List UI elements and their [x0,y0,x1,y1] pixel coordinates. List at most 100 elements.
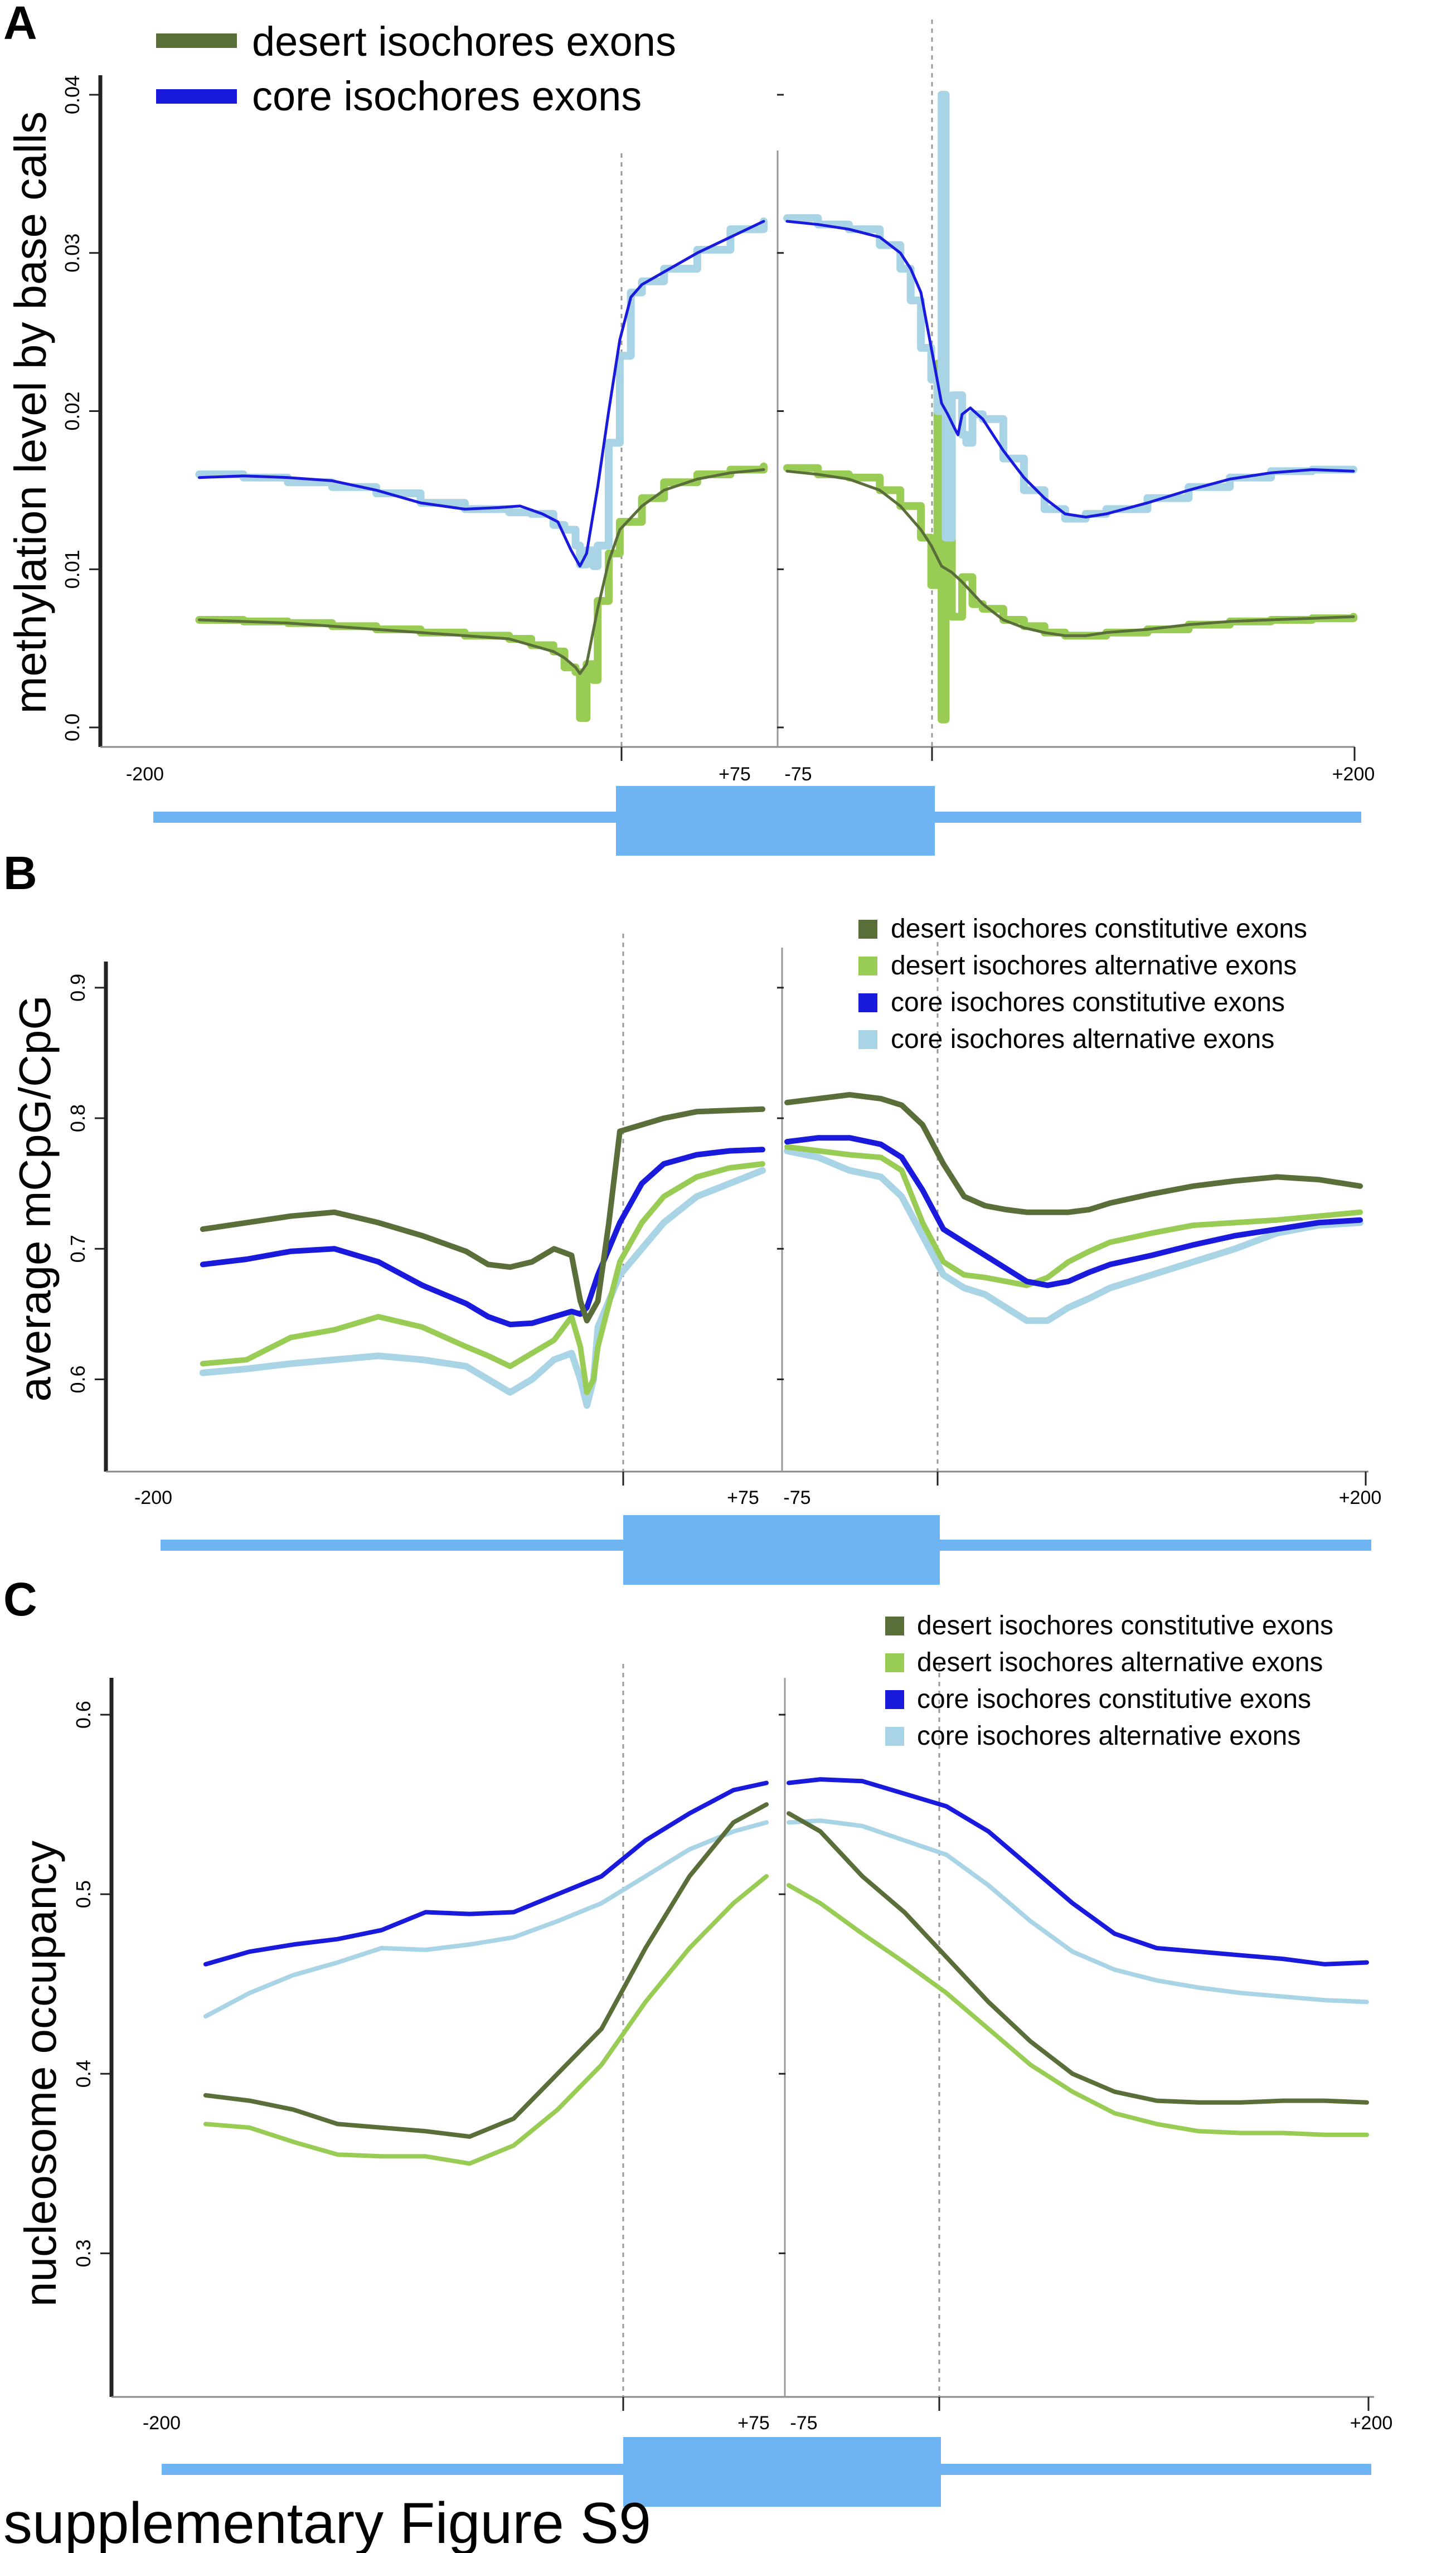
panel-c: C 0.3 0.4 0.5 0.6 nucleosome occupancy -200… [3,1573,1392,2507]
panel-b-legend: desert isochores constitutive exons dese… [858,914,1307,1054]
panel-a-gene-model [153,786,1361,856]
series-line-desert-isochores-exons-raw-left [195,462,768,722]
gene-model-intron-left [162,2464,627,2475]
series-line-desert-isochores-exons-right [785,469,1355,637]
y-tick-label: 0.3 [72,2239,95,2267]
series-line-desert-isochores-constitutive-exons-right [787,1811,1369,2105]
legend-swatch-desert-constitutive [858,920,877,939]
panel-a-xtick-label: +200 [1332,764,1375,785]
series-line-core-isochores-constitutive-exons-right [784,1135,1363,1288]
panel-b-letter: B [3,847,37,899]
y-tick-label: 0.03 [61,234,84,273]
legend-swatch-core-alternative [885,1727,904,1746]
gene-model-exon [623,2437,941,2507]
y-tick-label: 0.5 [72,1880,95,1908]
legend-swatch-core-constitutive [858,993,877,1012]
series-line-core-isochores-exons-right [785,220,1355,519]
legend-label-core-constitutive: core isochores constitutive exons [917,1685,1311,1714]
gene-model-intron-left [153,812,622,823]
y-tick-label: 0.0 [61,714,84,741]
panel-a-series [195,91,1357,724]
legend-swatch-desert-constitutive [885,1617,904,1635]
legend-swatch-core-constitutive [885,1690,904,1709]
panel-c-xtick-label: +200 [1350,2413,1393,2434]
series-line-core-isochores-exons-left [197,220,765,568]
series-line-core-isochores-alternative-exons-left [203,1820,769,2019]
y-tick-label: 0.6 [72,1701,95,1729]
series-line-core-isochores-constitutive-exons-left [203,1780,769,1967]
legend-swatch-desert-alternative [885,1653,904,1672]
y-tick-label: 0.6 [66,1365,89,1393]
series-line-core-isochores-constitutive-exons-left [200,1147,765,1328]
legend-label-core-alternative: core isochores alternative exons [917,1721,1300,1751]
panel-b-xtick-label: -75 [783,1487,810,1508]
series-line-core-isochores-alternative-exons-right [784,1147,1363,1324]
gene-model-exon [616,786,935,856]
gene-model-intron-right [932,812,1361,823]
figure-caption: supplementary Figure S9 [3,2491,651,2553]
panel-b-xtick-label: +200 [1339,1487,1382,1508]
legend-swatch-core-alternative [858,1030,877,1049]
gene-model-exon [623,1515,940,1585]
legend-swatch-desert-alternative [858,957,877,975]
series-line-desert-isochores-exons-left [197,468,765,675]
panel-a-xtick-label: +75 [719,764,751,785]
y-tick-label: 0.7 [66,1235,89,1263]
y-tick-label: 0.04 [61,75,84,114]
gene-model-intron-left [161,1540,629,1551]
legend-label-core-alternative: core isochores alternative exons [891,1025,1274,1054]
legend-label-desert-exons: desert isochores exons [252,18,676,65]
y-tick-label: 0.01 [61,550,84,589]
series-line-desert-isochores-constitutive-exons-left [203,1802,769,2139]
series-line-desert-isochores-alternative-exons-left [203,1874,769,2166]
panel-a-xtick-label: -200 [126,764,164,785]
panel-c-y-ticks: 0.3 0.4 0.5 0.6 [72,1701,785,2267]
series-line-core-isochores-alternative-exons-right [787,1818,1369,2004]
series-line-core-isochores-exons-raw-left [195,217,768,570]
panel-a-y-ticks: 0.0 0.01 0.02 0.03 0.04 [61,75,784,741]
legend-label-desert-alternative: desert isochores alternative exons [917,1648,1323,1677]
gene-model-intron-right [938,1540,1371,1551]
series-line-desert-isochores-constitutive-exons-left [200,1106,765,1324]
panel-c-y-label: nucleosome occupancy [16,1841,65,2307]
legend-label-desert-constitutive: desert isochores constitutive exons [917,1611,1333,1640]
series-line-desert-isochores-alternative-exons-right [787,1883,1369,2137]
panel-b-series [199,1091,1363,1409]
panel-a-xtick-label: -75 [784,764,812,785]
panel-b-y-label: average mCpG/CpG [10,995,60,1401]
panel-b-y-ticks: 0.6 0.7 0.8 0.9 [66,974,784,1393]
series-line-core-isochores-alternative-exons-left [199,1167,766,1409]
gene-model-intron-right [939,2464,1371,2475]
panel-b-xtick-label: -200 [134,1487,172,1508]
panel-a-y-label: methylation level by base calls [6,111,55,714]
series-line-desert-isochores-exons-raw-right [783,360,1357,724]
legend-label-core-exons: core isochores exons [252,73,642,119]
panel-a-letter: A [3,0,37,49]
panel-b: B 0.6 0.7 0.8 0.9 average mCpG/CpG -200 +75… [3,847,1381,1585]
panel-b-gene-model [161,1515,1371,1585]
y-tick-label: 0.9 [66,974,89,1002]
series-line-desert-isochores-alternative-exons-right [784,1144,1363,1288]
panel-a-legend: desert isochores exons core isochores ex… [156,18,676,119]
y-tick-label: 0.8 [66,1104,89,1132]
legend-swatch-core-exons [156,89,237,104]
series-line-core-isochores-exons-raw-right [783,91,1357,542]
y-tick-label: 0.02 [61,391,84,430]
panel-a: A 0.0 0.01 0.02 0.03 0.04 methylation level … [3,0,1375,856]
panel-c-legend: desert isochores constitutive exons dese… [885,1611,1333,1751]
series-line-core-isochores-constitutive-exons-right [787,1777,1369,1967]
panel-c-xtick-label: -75 [790,2413,817,2434]
panel-c-gene-model [162,2437,1371,2507]
legend-label-desert-alternative: desert isochores alternative exons [891,951,1297,981]
y-tick-label: 0.4 [72,2060,95,2088]
series-line-desert-isochores-alternative-exons-left [200,1161,765,1395]
panel-c-series [203,1777,1369,2166]
panel-c-xtick-label: +75 [737,2413,770,2434]
legend-label-core-constitutive: core isochores constitutive exons [891,988,1285,1017]
panel-c-xtick-label: -200 [143,2413,181,2434]
legend-swatch-desert-exons [156,33,237,48]
panel-c-letter: C [3,1573,37,1625]
legend-label-desert-constitutive: desert isochores constitutive exons [891,914,1307,944]
panel-b-xtick-label: +75 [727,1487,759,1508]
